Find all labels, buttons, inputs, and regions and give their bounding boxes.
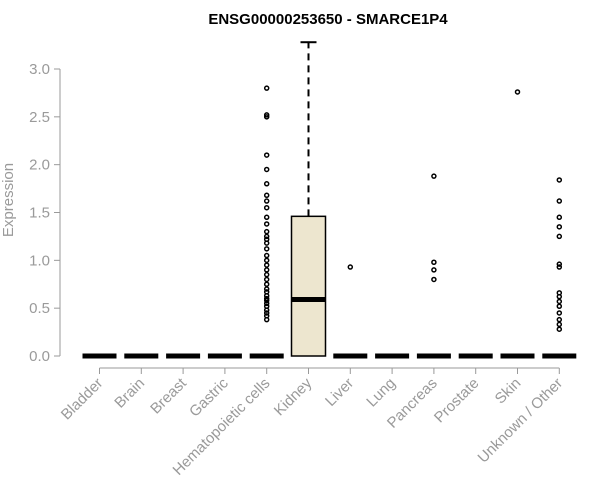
y-tick-label: 0.5	[29, 300, 50, 317]
outlier-point	[263, 228, 270, 235]
y-tick-label: 0.0	[29, 348, 50, 365]
outlier-point	[263, 286, 270, 292]
outlier-point	[263, 114, 270, 120]
x-tick-label: Kidney	[271, 374, 316, 419]
box-skin	[500, 89, 535, 359]
outlier-point	[263, 181, 270, 187]
outlier-point	[556, 316, 563, 323]
outlier-point	[556, 177, 563, 183]
box-liver	[333, 264, 368, 359]
y-tick-label: 2.0	[29, 157, 50, 174]
outlier-point	[263, 271, 270, 278]
outlier-point	[263, 198, 270, 204]
outlier-point	[263, 313, 270, 319]
outlier-point	[263, 214, 270, 221]
y-tick-label: 2.5	[29, 109, 50, 126]
outlier-point	[263, 310, 270, 316]
x-tick-label: Brain	[111, 375, 148, 412]
y-axis-label: Expression	[0, 163, 17, 237]
x-tick-label: Lung	[363, 375, 399, 411]
box-hematopoietic-cells	[249, 85, 284, 359]
outlier-point	[431, 259, 437, 265]
box-kidney	[290, 41, 327, 357]
x-tick-label: Bladder	[58, 375, 107, 424]
outlier-point	[556, 326, 563, 332]
outlier-point	[263, 281, 270, 287]
outlier-point	[263, 257, 270, 264]
y-tick-label: 1.5	[29, 205, 50, 222]
outlier-point	[431, 267, 437, 273]
box-series	[82, 41, 577, 359]
outlier-point	[263, 192, 270, 199]
outlier-point	[556, 214, 563, 221]
box-pancreas	[416, 173, 451, 359]
outlier-point	[556, 290, 563, 296]
outlier-point	[263, 112, 270, 118]
outlier-point	[263, 204, 270, 211]
outlier-point	[556, 261, 563, 267]
outlier-point	[514, 89, 521, 95]
chart-title: ENSG00000253650 - SMARCE1P4	[208, 11, 448, 28]
outlier-point	[263, 236, 270, 243]
outlier-point	[263, 295, 270, 302]
x-tick-label: Breast	[147, 374, 190, 417]
outlier-point	[347, 264, 354, 270]
outlier-point	[263, 246, 270, 252]
outlier-point	[263, 221, 270, 227]
outlier-point	[556, 264, 563, 270]
outlier-point	[556, 233, 563, 240]
outlier-point	[263, 276, 270, 283]
outlier-point	[263, 303, 270, 310]
box-unknown-other	[542, 177, 577, 359]
outlier-point	[263, 85, 270, 91]
outlier-point	[556, 321, 563, 328]
x-tick-label: Prostate	[431, 375, 483, 427]
outlier-point	[556, 303, 563, 310]
x-tick-label: Liver	[322, 375, 357, 410]
outlier-point	[263, 166, 270, 173]
x-tick-label: Skin	[492, 375, 525, 408]
outlier-point	[263, 233, 270, 240]
outlier-point	[263, 262, 270, 268]
y-axis: 0.0 0.5 1.0 1.5 2.0 2.5 3.0	[29, 61, 61, 365]
outlier-point	[431, 276, 437, 283]
outlier-point	[263, 289, 270, 295]
outlier-point	[556, 224, 563, 230]
iqr-box	[290, 215, 327, 357]
y-tick-label: 3.0	[29, 61, 50, 78]
outlier-point	[431, 173, 437, 179]
outlier-point	[556, 298, 563, 305]
outlier-point	[263, 297, 270, 304]
outlier-point	[556, 310, 563, 316]
outlier-point	[263, 267, 270, 273]
y-tick-label: 1.0	[29, 252, 50, 269]
outlier-point	[263, 152, 270, 158]
outlier-point	[263, 252, 270, 259]
outlier-point	[556, 198, 563, 204]
outlier-point	[263, 300, 270, 307]
